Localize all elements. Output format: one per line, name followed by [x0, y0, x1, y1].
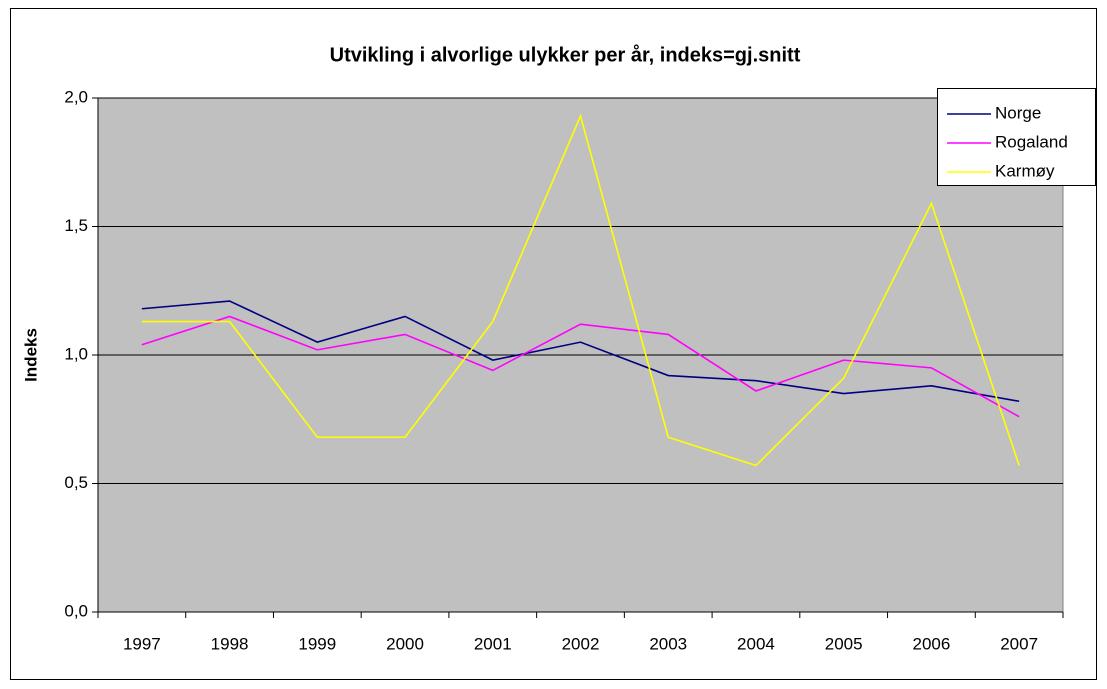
x-tick-label: 2004	[737, 634, 775, 653]
y-axis-label: Indeks	[21, 328, 40, 382]
legend-label: Norge	[995, 103, 1041, 122]
y-tick-label: 1,5	[64, 216, 88, 235]
x-tick-label: 2007	[1000, 634, 1038, 653]
x-tick-label: 1997	[123, 634, 161, 653]
y-tick-label: 0,5	[64, 473, 88, 492]
x-tick-label: 2001	[474, 634, 512, 653]
legend-label: Karmøy	[995, 161, 1055, 180]
x-tick-label: 2000	[386, 634, 424, 653]
chart-title: Utvikling i alvorlige ulykker per år, in…	[330, 43, 801, 66]
y-tick-label: 0,0	[64, 601, 88, 620]
legend-label: Rogaland	[995, 132, 1068, 151]
x-tick-label: 2003	[649, 634, 687, 653]
x-tick-label: 2006	[912, 634, 950, 653]
y-tick-label: 2,0	[64, 87, 88, 106]
y-tick-label: 1,0	[64, 344, 88, 363]
x-tick-label: 2005	[825, 634, 863, 653]
x-tick-label: 1999	[298, 634, 336, 653]
series-line	[141, 113, 1020, 467]
x-tick-label: 2002	[562, 634, 600, 653]
series-line	[141, 300, 1020, 403]
x-tick-label: 1998	[211, 634, 249, 653]
legend-box	[937, 88, 1096, 186]
series-line	[141, 315, 1020, 418]
